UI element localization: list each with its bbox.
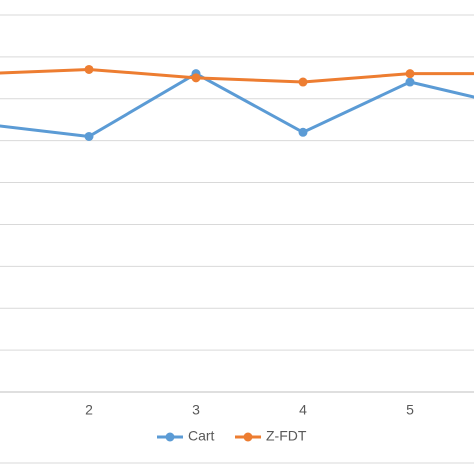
data-point bbox=[298, 77, 308, 87]
legend-marker bbox=[243, 432, 253, 442]
legend-label: Cart bbox=[188, 428, 215, 444]
legend-marker bbox=[165, 432, 175, 442]
chart-frame bbox=[0, 462, 474, 464]
data-point bbox=[405, 69, 415, 79]
x-tick-label: 4 bbox=[299, 402, 307, 418]
x-tick-label: 5 bbox=[406, 402, 414, 418]
series-line bbox=[0, 72, 474, 138]
data-point bbox=[84, 131, 94, 141]
x-tick-label: 2 bbox=[85, 402, 93, 418]
legend-label: Z-FDT bbox=[266, 428, 307, 444]
x-tick-label: 3 bbox=[192, 402, 200, 418]
data-point bbox=[84, 64, 94, 74]
data-point bbox=[298, 127, 308, 137]
data-point bbox=[191, 73, 201, 83]
data-point bbox=[405, 77, 415, 87]
series-line bbox=[0, 67, 474, 84]
